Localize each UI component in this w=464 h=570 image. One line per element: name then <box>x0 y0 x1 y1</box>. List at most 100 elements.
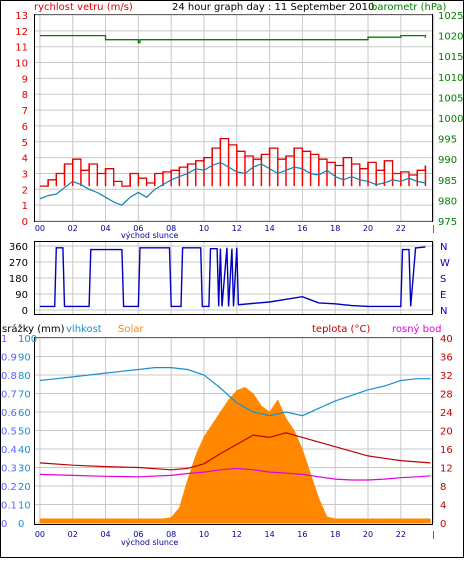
dewpoint-axis-label: rosný bod <box>392 323 441 335</box>
dewpoint-line <box>39 467 431 481</box>
wind-x-tick-label: 20 <box>363 224 373 233</box>
wind-x-tick-label: 16 <box>297 224 307 233</box>
humidity-tick-label: 30 <box>18 464 31 475</box>
rain-tick-label: 0.6 <box>1 408 17 419</box>
wind-x-tick-label: 18 <box>330 224 340 233</box>
weather-x-tick-label: 08 <box>166 530 176 539</box>
rain-tick-label: 0.7 <box>1 390 17 401</box>
temperature-tick-label: 20 <box>440 427 453 438</box>
rain-tick-label: 0.2 <box>1 482 17 493</box>
humidity-tick-label: 40 <box>18 445 31 456</box>
direction-tick-label: 180 <box>9 274 28 285</box>
weather-x-tick-label: 14 <box>264 530 274 539</box>
compass-label: W <box>440 258 450 269</box>
wind-x-tick-label: 08 <box>166 224 176 233</box>
temperature-tick-label: 28 <box>440 390 453 401</box>
humidity-tick-label: 50 <box>18 427 31 438</box>
baro-tick-label: 975 <box>438 217 457 228</box>
temperature-tick-label: 40 <box>440 334 453 345</box>
wind-tick-label: 13 <box>15 11 28 22</box>
wind-tick-label: 0 <box>22 217 28 228</box>
wind-x-tick-label: 10 <box>199 224 209 233</box>
wind-tick-label: 3 <box>22 169 28 180</box>
temperature-axis-label: teplota (°C) <box>312 324 370 335</box>
direction-tick-label: 360 <box>9 242 28 253</box>
weather-x-tick-label: 10 <box>199 530 209 539</box>
baro-tick-label: 995 <box>438 135 457 146</box>
wind-tick-label: 2 <box>22 185 28 196</box>
temperature-tick-label: 24 <box>440 408 453 419</box>
weather-x-tick-label: 04 <box>100 530 110 539</box>
baro-tick-label: 1015 <box>438 52 463 63</box>
weather-x-tick-label: 02 <box>68 530 78 539</box>
weather-x-tick-label: 18 <box>330 530 340 539</box>
weather-x-tick-label: 20 <box>363 530 373 539</box>
temperature-tick-label: 16 <box>440 445 453 456</box>
sunrise-label-top: východ slunce <box>121 231 178 240</box>
direction-panel-frame <box>34 241 433 315</box>
humidity-line <box>39 367 431 417</box>
rain-tick-label: 0.4 <box>1 445 17 456</box>
baro-tick-label: 1010 <box>438 73 463 84</box>
wind-tick-label: 1 <box>22 201 28 212</box>
humidity-tick-label: 90 <box>18 353 31 364</box>
humidity-tick-label: 100 <box>18 334 37 345</box>
humidity-tick-label: 10 <box>18 501 31 512</box>
compass-label: E <box>440 290 446 301</box>
rain-tick-label: 0 <box>1 519 7 530</box>
rain-tick-label: 0.9 <box>1 353 17 364</box>
rain-tick-label: 0.1 <box>1 501 17 512</box>
wind-tick-label: 9 <box>22 74 28 85</box>
avg-wind-line <box>39 161 426 206</box>
temperature-tick-label: 12 <box>440 464 453 475</box>
wind-tick-label: 7 <box>22 106 28 117</box>
humidity-tick-label: 0 <box>18 519 24 530</box>
wind-x-tick-label: 14 <box>264 224 274 233</box>
baro-tick-label: 985 <box>438 176 457 187</box>
wind-x-tick-label: 12 <box>232 224 242 233</box>
temperature-tick-label: 32 <box>440 371 453 382</box>
direction-tick-label: 90 <box>15 290 28 301</box>
rain-tick-label: 0.8 <box>1 371 17 382</box>
direction-tick-label: 270 <box>9 258 28 269</box>
temperature-tick-label: 36 <box>440 353 453 364</box>
wind-tick-label: 6 <box>22 122 28 133</box>
wind-tick-label: 10 <box>15 59 28 70</box>
compass-label: S <box>440 274 446 285</box>
wind-x-tick-label: 00 <box>35 224 45 233</box>
baro-tick-label: 980 <box>438 196 457 207</box>
baro-tick-label: 990 <box>438 155 457 166</box>
rain-axis-label: srážky (mm) <box>2 323 65 335</box>
barometer-axis-label: barometr (hPa) <box>371 2 447 13</box>
weather-x-tick-label: 06 <box>133 530 143 539</box>
humidity-tick-label: 60 <box>18 408 31 419</box>
wind-tick-label: 12 <box>15 27 28 38</box>
temperature-tick-label: 4 <box>440 501 446 512</box>
wind-panel-frame <box>34 14 433 222</box>
wind-tick-label: 4 <box>22 154 28 165</box>
barometer-line <box>39 34 427 44</box>
wind-x-tick-label: 04 <box>100 224 110 233</box>
temperature-tick-label: 8 <box>440 482 446 493</box>
compass-label: N <box>440 306 447 317</box>
wind-x-tick-label: | <box>432 224 435 233</box>
wind-speed-axis-label: rychlost vetru (m/s) <box>34 2 133 13</box>
weather-x-tick-label: | <box>432 530 435 539</box>
direction-tick-label: 0 <box>22 306 28 317</box>
wind-tick-label: 8 <box>22 90 28 101</box>
baro-tick-label: 1020 <box>438 32 463 43</box>
wind-x-tick-label: 02 <box>68 224 78 233</box>
weather-x-tick-label: 12 <box>232 530 242 539</box>
rain-tick-label: 0.3 <box>1 464 17 475</box>
weather-x-tick-label: 22 <box>396 530 406 539</box>
wind-speed-line <box>39 137 427 187</box>
weather-x-tick-label: 16 <box>297 530 307 539</box>
temperature-tick-label: 0 <box>440 519 446 530</box>
wind-x-tick-label: 22 <box>396 224 406 233</box>
humidity-tick-label: 70 <box>18 390 31 401</box>
baro-tick-label: 1025 <box>438 11 463 22</box>
compass-label: N <box>440 242 447 253</box>
baro-tick-label: 1005 <box>438 93 463 104</box>
